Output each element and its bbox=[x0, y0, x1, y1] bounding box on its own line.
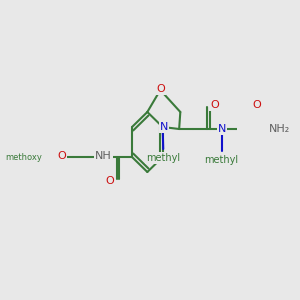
Text: O: O bbox=[57, 151, 66, 161]
Text: NH₂: NH₂ bbox=[269, 124, 290, 134]
Text: O: O bbox=[157, 84, 165, 94]
Text: N: N bbox=[160, 122, 168, 132]
Text: O: O bbox=[253, 100, 262, 110]
Text: NH: NH bbox=[95, 151, 112, 161]
Text: N: N bbox=[218, 124, 226, 134]
Text: O: O bbox=[210, 100, 219, 110]
Text: methoxy: methoxy bbox=[6, 152, 42, 161]
Text: methyl: methyl bbox=[205, 155, 239, 165]
Text: O: O bbox=[105, 176, 114, 186]
Text: methyl: methyl bbox=[146, 153, 180, 163]
